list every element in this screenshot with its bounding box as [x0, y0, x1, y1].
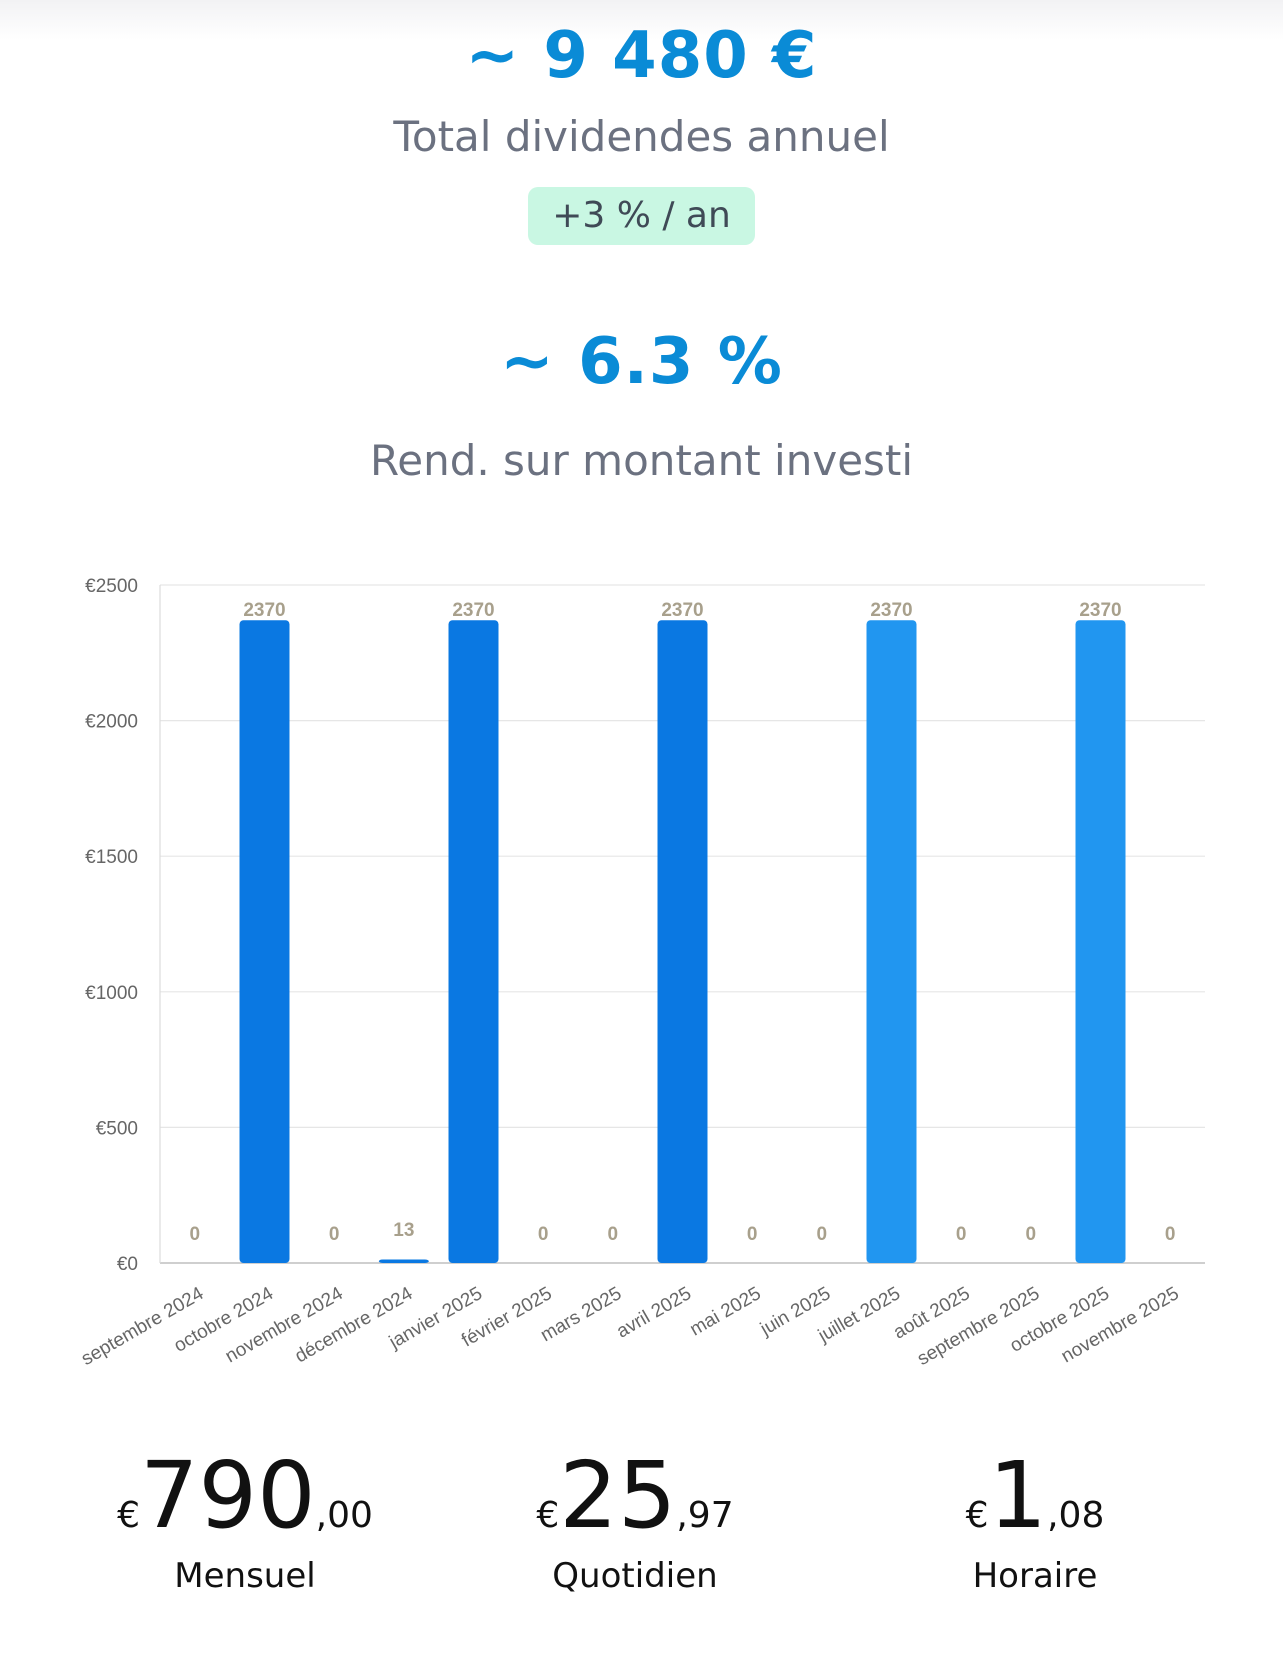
stat-hourly: €1,08 Horaire — [960, 1450, 1110, 1597]
stat-hourly-value: €1,08 — [960, 1450, 1110, 1542]
bar — [378, 1259, 429, 1263]
y-tick-label: €500 — [96, 1118, 138, 1139]
annual-total-value: ~ 9 480 € — [465, 19, 818, 93]
x-tick-label: septembre 2024 — [78, 1283, 208, 1370]
x-tick-label: novembre 2025 — [1058, 1283, 1183, 1367]
y-tick-label: €2500 — [85, 576, 138, 597]
x-tick-label: mai 2025 — [686, 1283, 764, 1340]
data-label: 0 — [190, 1224, 201, 1245]
bar — [448, 620, 499, 1263]
y-tick-label: €1000 — [85, 983, 138, 1004]
data-label: 0 — [608, 1224, 619, 1245]
data-label: 2370 — [452, 600, 494, 621]
data-label: 2370 — [661, 600, 703, 621]
data-label: 0 — [1026, 1224, 1037, 1245]
x-tick-label: septembre 2025 — [914, 1283, 1043, 1370]
top-fade — [0, 0, 1283, 40]
stat-hourly-decimal: ,08 — [1047, 1495, 1105, 1536]
stat-monthly-decimal: ,00 — [315, 1495, 373, 1536]
data-label: 13 — [393, 1220, 414, 1241]
bar — [657, 620, 708, 1263]
stat-daily-currency: € — [536, 1495, 560, 1536]
bar — [239, 620, 290, 1263]
data-label: 0 — [329, 1224, 340, 1245]
data-label: 2370 — [1079, 600, 1121, 621]
y-tick-label: €2000 — [85, 712, 138, 733]
data-label: 2370 — [243, 600, 285, 621]
growth-badge-wrap: +3 % / an — [0, 187, 1283, 245]
data-label: 0 — [956, 1224, 967, 1245]
stat-monthly: €790,00 Mensuel — [110, 1450, 380, 1597]
data-label: 0 — [817, 1224, 828, 1245]
yield-label: Rend. sur montant investi — [369, 436, 914, 485]
bar — [866, 620, 917, 1263]
data-label: 0 — [1165, 1224, 1176, 1245]
stat-daily-decimal: ,97 — [676, 1495, 734, 1536]
y-tick-label: €0 — [117, 1254, 138, 1275]
yield-value: ~ 6.3 % — [500, 325, 783, 399]
stat-monthly-label: Mensuel — [174, 1556, 316, 1596]
stat-daily-integer: 25 — [559, 1442, 677, 1549]
x-tick-label: avril 2025 — [613, 1283, 695, 1342]
stat-hourly-label: Horaire — [972, 1556, 1098, 1596]
stat-daily-value: €25,97 — [520, 1450, 750, 1542]
stat-monthly-integer: 790 — [140, 1442, 316, 1549]
dividends-bar-chart: €0 €500 €1000 €1500 €2000 €2500 0 septembre 202… — [78, 576, 1205, 1370]
stat-daily: €25,97 Quotidien — [520, 1450, 750, 1597]
x-tick-label: décembre 2024 — [291, 1283, 416, 1367]
data-label: 0 — [538, 1224, 549, 1245]
data-label: 0 — [747, 1224, 758, 1245]
stat-hourly-integer: 1 — [988, 1442, 1048, 1549]
annual-total-label: Total dividendes annuel — [393, 112, 890, 161]
stat-hourly-currency: € — [965, 1495, 989, 1536]
stat-monthly-currency: € — [117, 1495, 141, 1536]
stat-daily-label: Quotidien — [552, 1556, 718, 1596]
stat-monthly-value: €790,00 — [110, 1450, 380, 1542]
y-tick-label: €1500 — [85, 847, 138, 868]
x-tick-label: novembre 2024 — [222, 1283, 347, 1367]
data-label: 2370 — [870, 600, 912, 621]
bar — [1075, 620, 1126, 1263]
growth-badge: +3 % / an — [528, 187, 755, 245]
